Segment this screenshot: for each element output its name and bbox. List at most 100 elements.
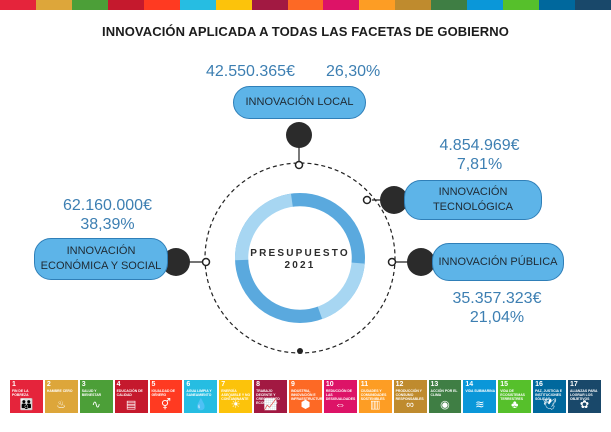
economica-values: 62.160.000€ 38,39% — [55, 196, 160, 234]
color-bar-segment-9 — [287, 0, 324, 10]
sdg-tile-17: 17 ALIANZAS PARA LOGRAR LOS OBJETIVOS ✿ — [568, 380, 601, 413]
sdg-tile-14: 14 VIDA SUBMARINA ≋ — [463, 380, 497, 413]
color-bar-segment-17 — [575, 0, 611, 10]
fish-icon: ≋ — [475, 399, 485, 411]
node-publica — [407, 248, 435, 276]
pill-innovacion-publica: INNOVACIÓN PÚBLICA — [432, 243, 564, 281]
center-label: PRESUPUESTO 2021 — [230, 248, 370, 272]
sdg-label: PAZ, JUSTICIA E INSTITUCIONES SÓLIDAS — [535, 389, 563, 401]
sun-icon: ☀ — [230, 399, 241, 411]
pill-innovacion-tecnologica: INNOVACIÓN TECNOLÓGICA — [404, 180, 542, 220]
sdg-number: 12 — [395, 381, 404, 388]
sdg-label: ENERGÍA ASEQUIBLE Y NO CONTAMINANTE — [221, 389, 251, 401]
sdg-number: 16 — [535, 381, 543, 388]
infinity-icon: ∞ — [406, 399, 414, 411]
sdg-label: ACCIÓN POR EL CLIMA — [430, 389, 458, 397]
color-bar-segment-5 — [143, 0, 180, 10]
sdg-icons-strip: 1 FIN DE LA POBREZA 👪 2 HAMBRE CERO ♨ 3 SALUD Y… — [10, 380, 601, 413]
sdg-tile-3: 3 SALUD Y BIENESTAR ∿ — [79, 380, 113, 413]
sdg-number: 8 — [256, 381, 261, 388]
sdg-label: VIDA SUBMARINA — [465, 389, 496, 393]
pill-economica-line2: ECONÓMICA Y SOCIAL — [40, 260, 162, 272]
sdg-number: 2 — [46, 381, 51, 388]
sdg-label: IGUALDAD DE GÉNERO — [151, 389, 176, 397]
donut-segment-light-left — [235, 193, 294, 261]
sdg-tile-12: 12 PRODUCCIÓN Y CONSUMO RESPONSABLES ∞ — [393, 380, 427, 413]
orbit-dot-upper-right — [362, 195, 372, 205]
pill-innovacion-local-label: INNOVACIÓN LOCAL — [245, 96, 354, 108]
dove-icon: 🕊 — [542, 399, 557, 411]
orbit-dot-right — [387, 257, 397, 267]
color-bar-segment-3 — [71, 0, 108, 10]
pill-tecnologica-line1: INNOVACIÓN — [438, 186, 508, 198]
donut-inner-border — [248, 206, 352, 310]
donut-segment-light-right — [317, 262, 365, 320]
color-bar-segment-16 — [539, 0, 575, 10]
sdg-label: AGUA LIMPIA Y SANEAMIENTO — [186, 389, 212, 397]
sdg-label: ALIANZAS PARA LOGRAR LOS OBJETIVOS — [570, 389, 598, 401]
sdg-label: PRODUCCIÓN Y CONSUMO RESPONSABLES — [395, 389, 424, 401]
color-bar-segment-10 — [323, 0, 360, 10]
orbit-dot-bottom — [297, 348, 303, 354]
sdg-number: 11 — [360, 381, 369, 388]
color-bar-segment-2 — [35, 0, 72, 10]
sdg-number: 10 — [325, 381, 334, 388]
tree-icon: ♣ — [511, 399, 519, 411]
pill-innovacion-publica-label: INNOVACIÓN PÚBLICA — [438, 255, 558, 268]
book-icon: ▤ — [125, 399, 137, 411]
eye-globe-icon: ◉ — [440, 399, 450, 411]
economica-percent: 38,39% — [80, 216, 135, 233]
growth-chart-icon: 📈 — [263, 399, 278, 411]
orbit-dot-left — [201, 257, 211, 267]
color-bar-segment-6 — [179, 0, 216, 10]
sdg-tile-10: 10 REDUCCIÓN DE LAS DESIGUALDADES ⇔ — [323, 380, 357, 413]
color-bar-segment-7 — [215, 0, 252, 10]
sdg-tile-4: 4 EDUCACIÓN DE CALIDAD ▤ — [114, 380, 148, 413]
pill-tecnologica-line2: TECNOLÓGICA — [432, 201, 514, 213]
partnership-ring-icon: ✿ — [579, 399, 590, 411]
equality-icon: ⇔ — [334, 399, 346, 411]
sdg-tile-16: 16 PAZ, JUSTICIA E INSTITUCIONES SÓLIDAS 🕊 — [533, 380, 566, 413]
sdg-tile-7: 7 ENERGÍA ASEQUIBLE Y NO CONTAMINANTE ☀ — [219, 380, 253, 413]
pill-innovacion-economica: INNOVACIÓN ECONÓMICA Y SOCIAL — [34, 238, 168, 280]
color-bar-segment-8 — [251, 0, 288, 10]
sdg-number: 4 — [116, 381, 121, 388]
sdg-number: 9 — [291, 381, 295, 388]
sdg-number: 7 — [221, 381, 226, 388]
sdg-number: 14 — [465, 381, 474, 388]
sdg-label: FIN DE LA POBREZA — [12, 389, 29, 397]
orbit-dot-top — [294, 160, 304, 170]
gender-icon: ⚥ — [160, 399, 171, 411]
node-economica — [162, 248, 190, 276]
bowl-icon: ♨ — [56, 399, 67, 411]
node-tecnologica — [380, 186, 408, 214]
sdg-tile-15: 15 VIDA DE ECOSISTEMAS TERRESTRES ♣ — [498, 380, 532, 413]
tecnologica-percent: 7,81% — [456, 156, 503, 173]
sdg-color-bar — [0, 0, 611, 10]
color-bar-segment-1 — [0, 0, 36, 10]
center-label-line1: PRESUPUESTO — [250, 248, 350, 259]
city-icon: ▥ — [369, 399, 381, 411]
sdg-tile-6: 6 AGUA LIMPIA Y SANEAMIENTO 💧 — [184, 380, 218, 413]
sdg-tile-9: 9 INDUSTRIA, INNOVACIÓN E INFRAESTRUCTURA… — [289, 380, 322, 413]
sdg-number: 17 — [570, 381, 578, 388]
sdg-label: HAMBRE CERO — [46, 389, 73, 393]
color-bar-segment-13 — [431, 0, 468, 10]
sdg-number: 13 — [430, 381, 439, 388]
sdg-number: 6 — [186, 381, 191, 388]
page-title: INNOVACIÓN APLICADA A TODAS LAS FACETAS … — [102, 24, 509, 39]
water-drop-icon: 💧 — [193, 399, 208, 411]
sdg-number: 15 — [500, 381, 509, 388]
tecnologica-values: 4.854.969€ 7,81% — [432, 136, 527, 174]
color-bar-segment-11 — [359, 0, 396, 10]
family-icon: 👪 — [19, 399, 34, 411]
sdg-label: VIDA DE ECOSISTEMAS TERRESTRES — [500, 389, 525, 401]
publica-values: 35.357.323€ 21,04% — [441, 289, 553, 327]
sdg-tile-5: 5 IGUALDAD DE GÉNERO ⚥ — [149, 380, 183, 413]
heartbeat-icon: ∿ — [91, 399, 101, 411]
sdg-label: SALUD Y BIENESTAR — [81, 389, 102, 397]
node-local — [286, 122, 312, 148]
sdg-number: 1 — [12, 381, 16, 388]
publica-amount: 35.357.323€ — [452, 290, 542, 307]
